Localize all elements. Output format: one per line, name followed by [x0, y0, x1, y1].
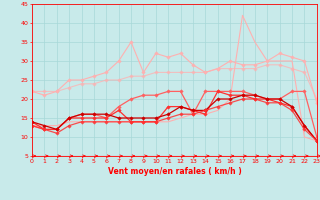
X-axis label: Vent moyen/en rafales ( km/h ): Vent moyen/en rafales ( km/h )	[108, 167, 241, 176]
